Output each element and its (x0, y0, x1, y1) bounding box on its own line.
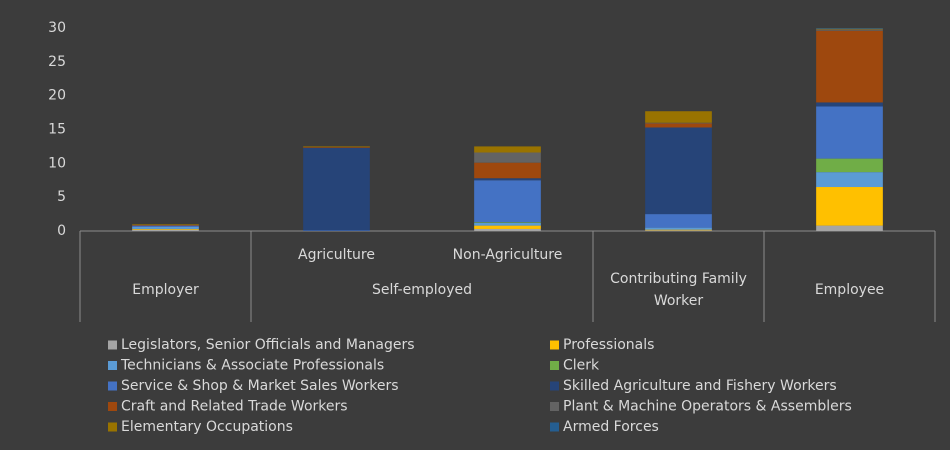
legend-marker (108, 381, 117, 391)
legend-marker (550, 402, 559, 411)
bar-segment (816, 225, 883, 231)
bar-segment (645, 123, 712, 128)
legend-marker (550, 381, 559, 391)
bar-segment (645, 230, 712, 231)
group-label: Employer (132, 282, 199, 298)
group-label: Contributing Family Worker (610, 271, 747, 309)
bar-segment (645, 111, 712, 123)
legend-label: Armed Forces (563, 419, 659, 435)
bar-segment (816, 172, 883, 188)
bar-segment (132, 225, 199, 227)
bar-segment (816, 28, 883, 29)
bar-segment (816, 102, 883, 107)
legend-marker (108, 361, 117, 370)
bar-segment (816, 158, 883, 173)
x-tick-label: Non-Agriculture (453, 247, 563, 263)
bar-segment (474, 178, 541, 181)
y-tick-label: 0 (57, 223, 66, 239)
bar-segment (474, 228, 541, 231)
bar-segment (474, 222, 541, 226)
bar-segment (645, 229, 712, 231)
legend-label: Skilled Agriculture and Fishery Workers (563, 378, 837, 394)
bar-segment (816, 106, 883, 159)
legend-marker (550, 422, 559, 432)
legend-marker (108, 340, 117, 350)
bar-segment (645, 214, 712, 228)
legend-marker (550, 361, 559, 370)
legend-label: Technicians & Associate Professionals (120, 358, 384, 374)
legend-label: Craft and Related Trade Workers (121, 399, 348, 415)
legend-label: Legislators, Senior Officials and Manage… (121, 337, 415, 353)
bar-segment (816, 29, 883, 31)
y-tick-label: 20 (48, 88, 66, 104)
bar-segment (474, 222, 541, 223)
legend-marker (108, 402, 117, 411)
y-tick-label: 30 (48, 20, 66, 36)
bar-segment (132, 228, 199, 230)
bar-segment (645, 122, 712, 124)
bar-segment (303, 146, 370, 148)
legend-marker (550, 340, 559, 350)
legend-marker (108, 422, 117, 432)
x-tick-label: Agriculture (298, 247, 375, 263)
bar-segment (474, 162, 541, 179)
group-label: Self-employed (372, 282, 472, 298)
bar-segment (132, 229, 199, 231)
bar-segment (474, 225, 541, 229)
y-tick-label: 10 (48, 155, 66, 171)
bar-segment (303, 230, 370, 231)
bar-segment (474, 180, 541, 223)
bar-segment (132, 226, 199, 229)
bar-segment (645, 127, 712, 215)
bar-segment (303, 147, 370, 231)
group-label: Employee (815, 282, 884, 298)
bar-segment (816, 187, 883, 226)
legend-label: Professionals (563, 337, 654, 353)
legend-label: Elementary Occupations (121, 419, 293, 435)
bar-segment (816, 28, 883, 30)
bar-segment (816, 30, 883, 103)
y-tick-label: 5 (57, 189, 66, 205)
bar-segment (474, 146, 541, 153)
bar-segment (474, 152, 541, 163)
legend-label: Service & Shop & Market Sales Workers (121, 378, 399, 394)
bar-segment (132, 224, 199, 225)
bar-segment (645, 227, 712, 230)
y-tick-label: 25 (48, 54, 66, 70)
bar-segment (132, 224, 199, 226)
legend-label: Clerk (563, 358, 600, 374)
y-tick-label: 15 (48, 122, 66, 138)
bar-segment (303, 147, 370, 148)
legend-label: Plant & Machine Operators & Assemblers (563, 399, 852, 415)
